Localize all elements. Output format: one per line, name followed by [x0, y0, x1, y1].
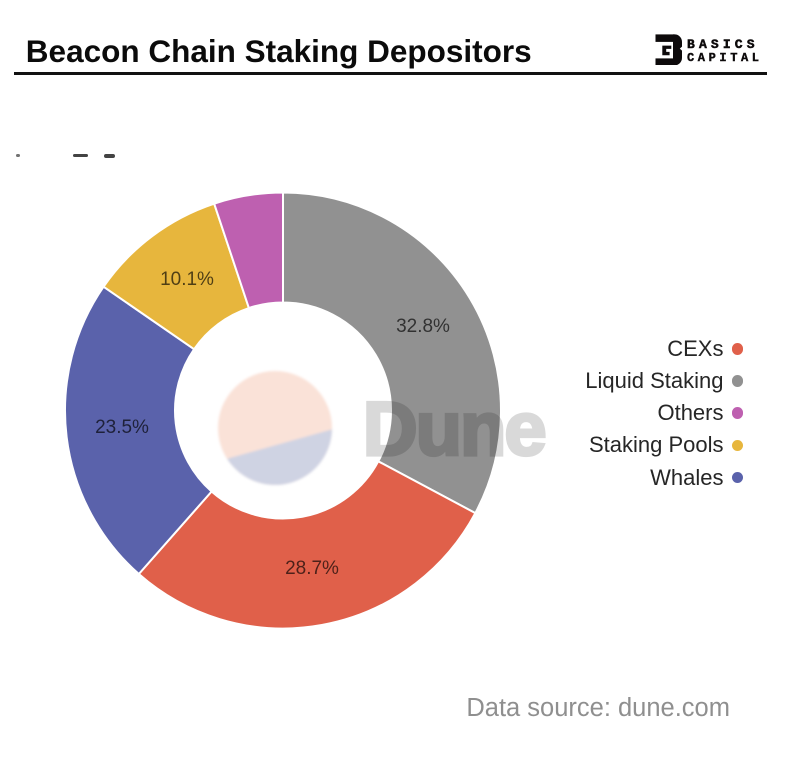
svg-text:Dune: Dune	[363, 387, 545, 472]
